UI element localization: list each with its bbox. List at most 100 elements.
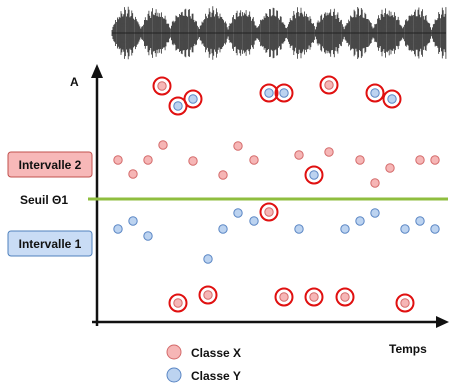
point-marker	[218, 224, 228, 234]
interval-1-label: Intervalle 1	[19, 237, 82, 251]
highlight-ring	[259, 202, 279, 222]
point-class-y	[128, 216, 138, 226]
interval-2-box: Intervalle 2	[7, 151, 93, 178]
point-class-y	[218, 224, 228, 234]
point-marker	[128, 216, 138, 226]
point-marker	[173, 298, 183, 308]
legend-label-class-x: Classe X	[191, 346, 241, 360]
point-marker	[309, 170, 319, 180]
highlight-ring	[183, 89, 203, 109]
point-marker	[430, 224, 440, 234]
point-marker	[279, 88, 289, 98]
highlight-ring	[319, 75, 339, 95]
legend-swatch-class-y	[166, 367, 182, 383]
point-marker	[355, 216, 365, 226]
point-class-x	[113, 155, 123, 165]
point-marker	[279, 292, 289, 302]
point-marker	[370, 208, 380, 218]
point-marker	[218, 170, 228, 180]
point-class-y	[415, 216, 425, 226]
point-class-y	[400, 224, 410, 234]
point-class-x-highlighted	[335, 287, 355, 307]
point-marker	[387, 94, 397, 104]
highlight-ring	[335, 287, 355, 307]
point-class-y	[294, 224, 304, 234]
point-marker	[400, 224, 410, 234]
point-marker	[385, 163, 395, 173]
point-class-x-highlighted	[395, 293, 415, 313]
point-marker	[158, 140, 168, 150]
point-class-x	[415, 155, 425, 165]
point-marker	[203, 290, 213, 300]
highlight-ring	[198, 285, 218, 305]
point-class-x-highlighted	[274, 287, 294, 307]
point-marker	[324, 80, 334, 90]
highlight-ring	[168, 96, 188, 116]
point-marker	[415, 216, 425, 226]
point-marker	[294, 150, 304, 160]
point-marker	[128, 169, 138, 179]
point-marker	[249, 155, 259, 165]
point-marker	[430, 155, 440, 165]
point-class-y	[233, 208, 243, 218]
point-marker	[294, 224, 304, 234]
point-marker	[188, 94, 198, 104]
point-class-x	[385, 163, 395, 173]
highlight-ring	[395, 293, 415, 313]
point-marker	[233, 208, 243, 218]
point-class-x	[370, 178, 380, 188]
point-class-x	[188, 156, 198, 166]
point-class-y-highlighted	[259, 83, 279, 103]
highlight-ring	[168, 293, 188, 313]
interval-2-label: Intervalle 2	[19, 158, 82, 172]
highlight-ring	[304, 287, 324, 307]
point-class-x	[294, 150, 304, 160]
point-class-x-highlighted	[304, 287, 324, 307]
point-marker	[188, 156, 198, 166]
point-marker	[340, 292, 350, 302]
point-marker	[143, 155, 153, 165]
threshold-label: Seuil Θ1	[20, 193, 68, 207]
x-axis-arrow	[436, 316, 449, 328]
legend-swatch-class-x	[166, 344, 182, 360]
point-class-x	[128, 169, 138, 179]
point-class-x-highlighted	[198, 285, 218, 305]
point-class-y	[143, 231, 153, 241]
point-marker	[264, 207, 274, 217]
point-class-x	[143, 155, 153, 165]
point-class-x	[218, 170, 228, 180]
point-class-y-highlighted	[274, 83, 294, 103]
highlight-ring	[152, 76, 172, 96]
point-marker	[113, 155, 123, 165]
y-axis-arrow	[91, 64, 103, 78]
point-marker	[400, 298, 410, 308]
data-points	[113, 75, 440, 313]
legend: Classe X Classe Y	[166, 344, 241, 383]
point-marker	[233, 141, 243, 151]
point-marker	[249, 216, 259, 226]
audio-waveform	[111, 6, 447, 60]
point-class-y-highlighted	[365, 83, 385, 103]
highlight-ring	[382, 89, 402, 109]
interval-1-box: Intervalle 1	[7, 230, 93, 257]
point-class-x-highlighted	[319, 75, 339, 95]
point-class-x-highlighted	[259, 202, 279, 222]
point-class-y	[340, 224, 350, 234]
point-class-y	[249, 216, 259, 226]
point-marker	[203, 254, 213, 264]
point-class-y	[370, 208, 380, 218]
highlight-ring	[274, 83, 294, 103]
point-marker	[143, 231, 153, 241]
point-class-x	[355, 155, 365, 165]
point-class-y-highlighted	[304, 165, 324, 185]
legend-label-class-y: Classe Y	[191, 369, 241, 383]
point-marker	[173, 101, 183, 111]
point-marker	[340, 224, 350, 234]
point-class-y	[203, 254, 213, 264]
point-class-y	[430, 224, 440, 234]
highlight-ring	[365, 83, 385, 103]
point-class-x-highlighted	[168, 293, 188, 313]
point-class-x-highlighted	[152, 76, 172, 96]
point-class-x	[324, 147, 334, 157]
